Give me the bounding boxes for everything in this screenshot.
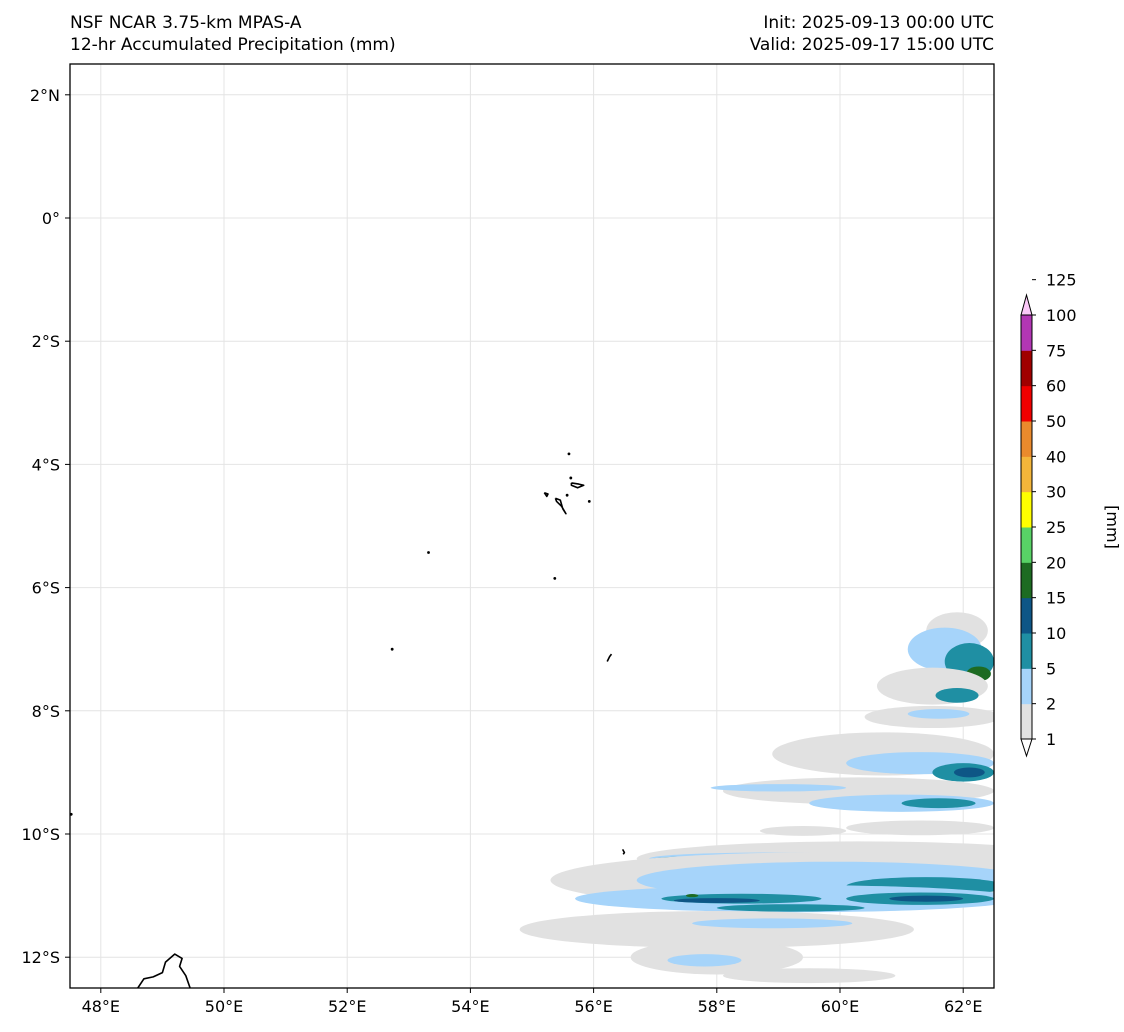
title-line1: NSF NCAR 3.75-km MPAS-A [70,13,302,33]
coastlines [70,452,626,988]
precip-cell [846,820,994,836]
lon-tick-label: 48°E [82,997,120,1016]
colorbar-segment [1021,703,1032,740]
precip-cell [722,968,896,984]
lat-tick-label: 2°N [30,86,60,105]
colorbar-level-label: 2 [1046,695,1056,714]
coastline-amirante [621,848,626,855]
colorbar-level-label: 125 [1046,271,1077,290]
lon-tick-label: 54°E [451,997,489,1016]
islet [70,812,73,816]
colorbar-level-label: 15 [1046,589,1066,608]
coastline-silhouette [543,491,549,498]
coastline-praslin [570,482,585,489]
islet [587,499,591,503]
lat-tick-label: 8°S [32,702,60,721]
precip-cell [673,898,760,903]
colorbar-segment [1021,597,1032,634]
valid-time: Valid: 2025-09-17 15:00 UTC [749,35,994,55]
colorbar-level-label: 40 [1046,447,1066,466]
lat-tick-label: 10°S [21,825,60,844]
lon-tick-label: 50°E [205,997,243,1016]
coastline-mahe [554,497,567,515]
colorbar-level-label: 20 [1046,553,1066,572]
colorbar-level-label: 75 [1046,341,1066,360]
colorbar-segment [1021,456,1032,493]
islet [565,493,569,497]
colorbar-segment [1021,527,1032,563]
precip-cell [667,954,742,967]
islet [553,576,557,580]
colorbar-segment [1021,315,1032,351]
colorbar-under-extend [1020,738,1033,758]
precip-cell [889,895,964,902]
precip-cell [710,784,847,792]
precip-cell [935,688,979,703]
lon-tick-label: 52°E [328,997,366,1016]
gridlines [70,64,994,988]
islet [390,647,394,651]
coastline-platte [606,653,613,662]
coastline-madagascar [137,953,191,988]
colorbar-segment [1021,491,1032,528]
init-time: Init: 2025-09-13 00:00 UTC [763,13,994,33]
colorbar-segment [1021,668,1032,705]
lat-tick-label: 6°S [32,579,60,598]
colorbar-segment [1021,562,1032,599]
lat-tick-label: 2°S [32,332,60,351]
colorbar-segment [1021,633,1032,669]
colorbar-level-label: 100 [1046,306,1077,325]
lon-tick-label: 56°E [574,997,612,1016]
precip-cell [907,708,970,719]
lon-tick-label: 62°E [944,997,982,1016]
colorbar-level-label: 25 [1046,518,1066,537]
islet [427,551,430,554]
colorbar-segment [1021,421,1032,457]
map-frame [69,63,995,989]
precip-cell [692,918,853,929]
colorbar-level-label: 50 [1046,412,1066,431]
colorbar-over-extend [1020,293,1033,316]
precip-cell [759,825,847,836]
title-line2: 12-hr Accumulated Precipitation (mm) [70,35,396,55]
precipitation-field [519,612,994,984]
islet [569,476,573,480]
colorbar-level-label: 10 [1046,624,1066,643]
colorbar-segment [1021,350,1032,387]
colorbar-level-label: 5 [1046,659,1056,678]
lon-tick-label: 58°E [698,997,736,1016]
precip-cell [686,894,699,898]
colorbar-segment [1021,385,1032,422]
precip-cell [953,767,985,778]
colorbar-level-label: 1 [1046,730,1056,749]
lat-tick-label: 12°S [21,948,60,967]
colorbar-level-label: 60 [1046,377,1066,396]
lat-tick-label: 0° [42,209,60,228]
colorbar-level-label: 30 [1046,483,1066,502]
precip-cell [716,904,865,912]
lon-tick-label: 60°E [821,997,859,1016]
lat-tick-label: 4°S [32,455,60,474]
islet [567,452,571,456]
precip-cell [901,798,976,809]
colorbar-units-label: [mm] [1103,505,1122,549]
axis-ticks: 48°E 50°E 52°E 54°E 56°E 58°E 60°E 62°E 2°N 0° 2°S… [21,86,982,1016]
